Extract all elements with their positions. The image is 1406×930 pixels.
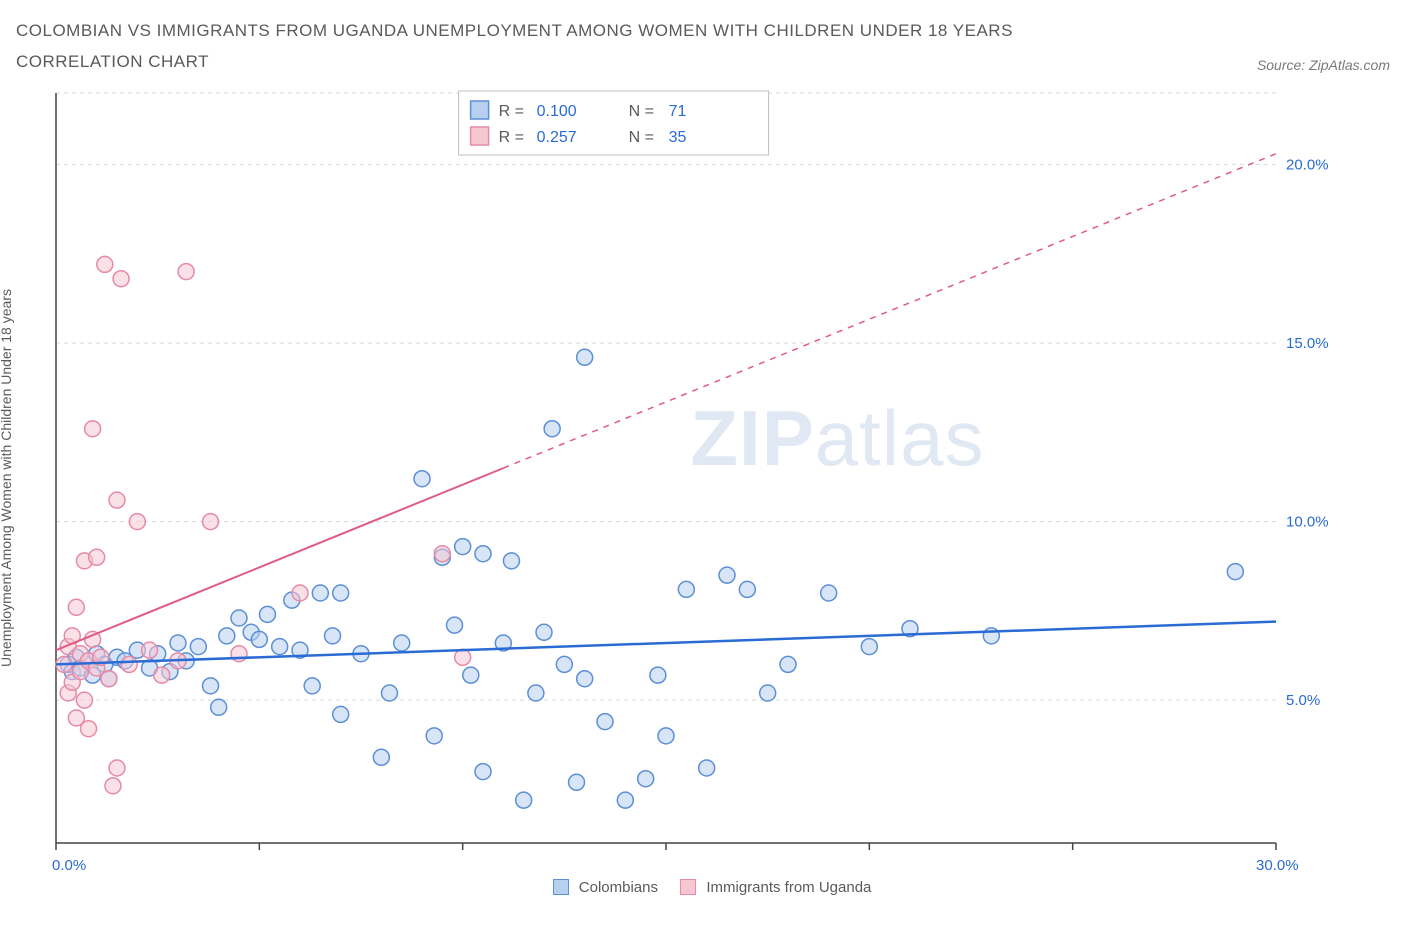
header-row: COLOMBIAN VS IMMIGRANTS FROM UGANDA UNEM… — [16, 16, 1390, 77]
source-attribution: Source: ZipAtlas.com — [1257, 57, 1390, 77]
svg-text:71: 71 — [669, 103, 687, 120]
legend-label-colombians: Colombians — [579, 879, 658, 896]
plot-area: Unemployment Among Women with Children U… — [16, 83, 1390, 873]
svg-text:R =: R = — [499, 103, 524, 120]
legend-swatch-colombians — [553, 879, 569, 895]
chart-title: COLOMBIAN VS IMMIGRANTS FROM UGANDA UNEM… — [16, 16, 1116, 77]
svg-text:20.0%: 20.0% — [1286, 157, 1329, 174]
scatter-chart: 5.0% 10.0% 15.0% 20.0% R = 0.100 N = 71 R = 0.257… — [16, 83, 1346, 873]
svg-text:10.0%: 10.0% — [1286, 514, 1329, 531]
legend-label-uganda: Immigrants from Uganda — [706, 879, 871, 896]
chart-container: COLOMBIAN VS IMMIGRANTS FROM UGANDA UNEM… — [16, 16, 1390, 896]
legend-swatch-uganda — [680, 879, 696, 895]
svg-text:5.0%: 5.0% — [1286, 692, 1320, 709]
svg-text:35: 35 — [669, 129, 687, 146]
legend: Colombians Immigrants from Uganda — [16, 879, 1390, 896]
x-axis-min-label: 0.0% — [52, 857, 86, 874]
svg-text:R =: R = — [499, 129, 524, 146]
y-axis-label: Unemployment Among Women with Children U… — [0, 289, 14, 667]
svg-text:N =: N = — [629, 103, 654, 120]
svg-text:0.257: 0.257 — [537, 129, 577, 146]
svg-text:15.0%: 15.0% — [1286, 335, 1329, 352]
x-axis-max-label: 30.0% — [1256, 857, 1299, 874]
svg-text:N =: N = — [629, 129, 654, 146]
svg-text:0.100: 0.100 — [537, 103, 577, 120]
